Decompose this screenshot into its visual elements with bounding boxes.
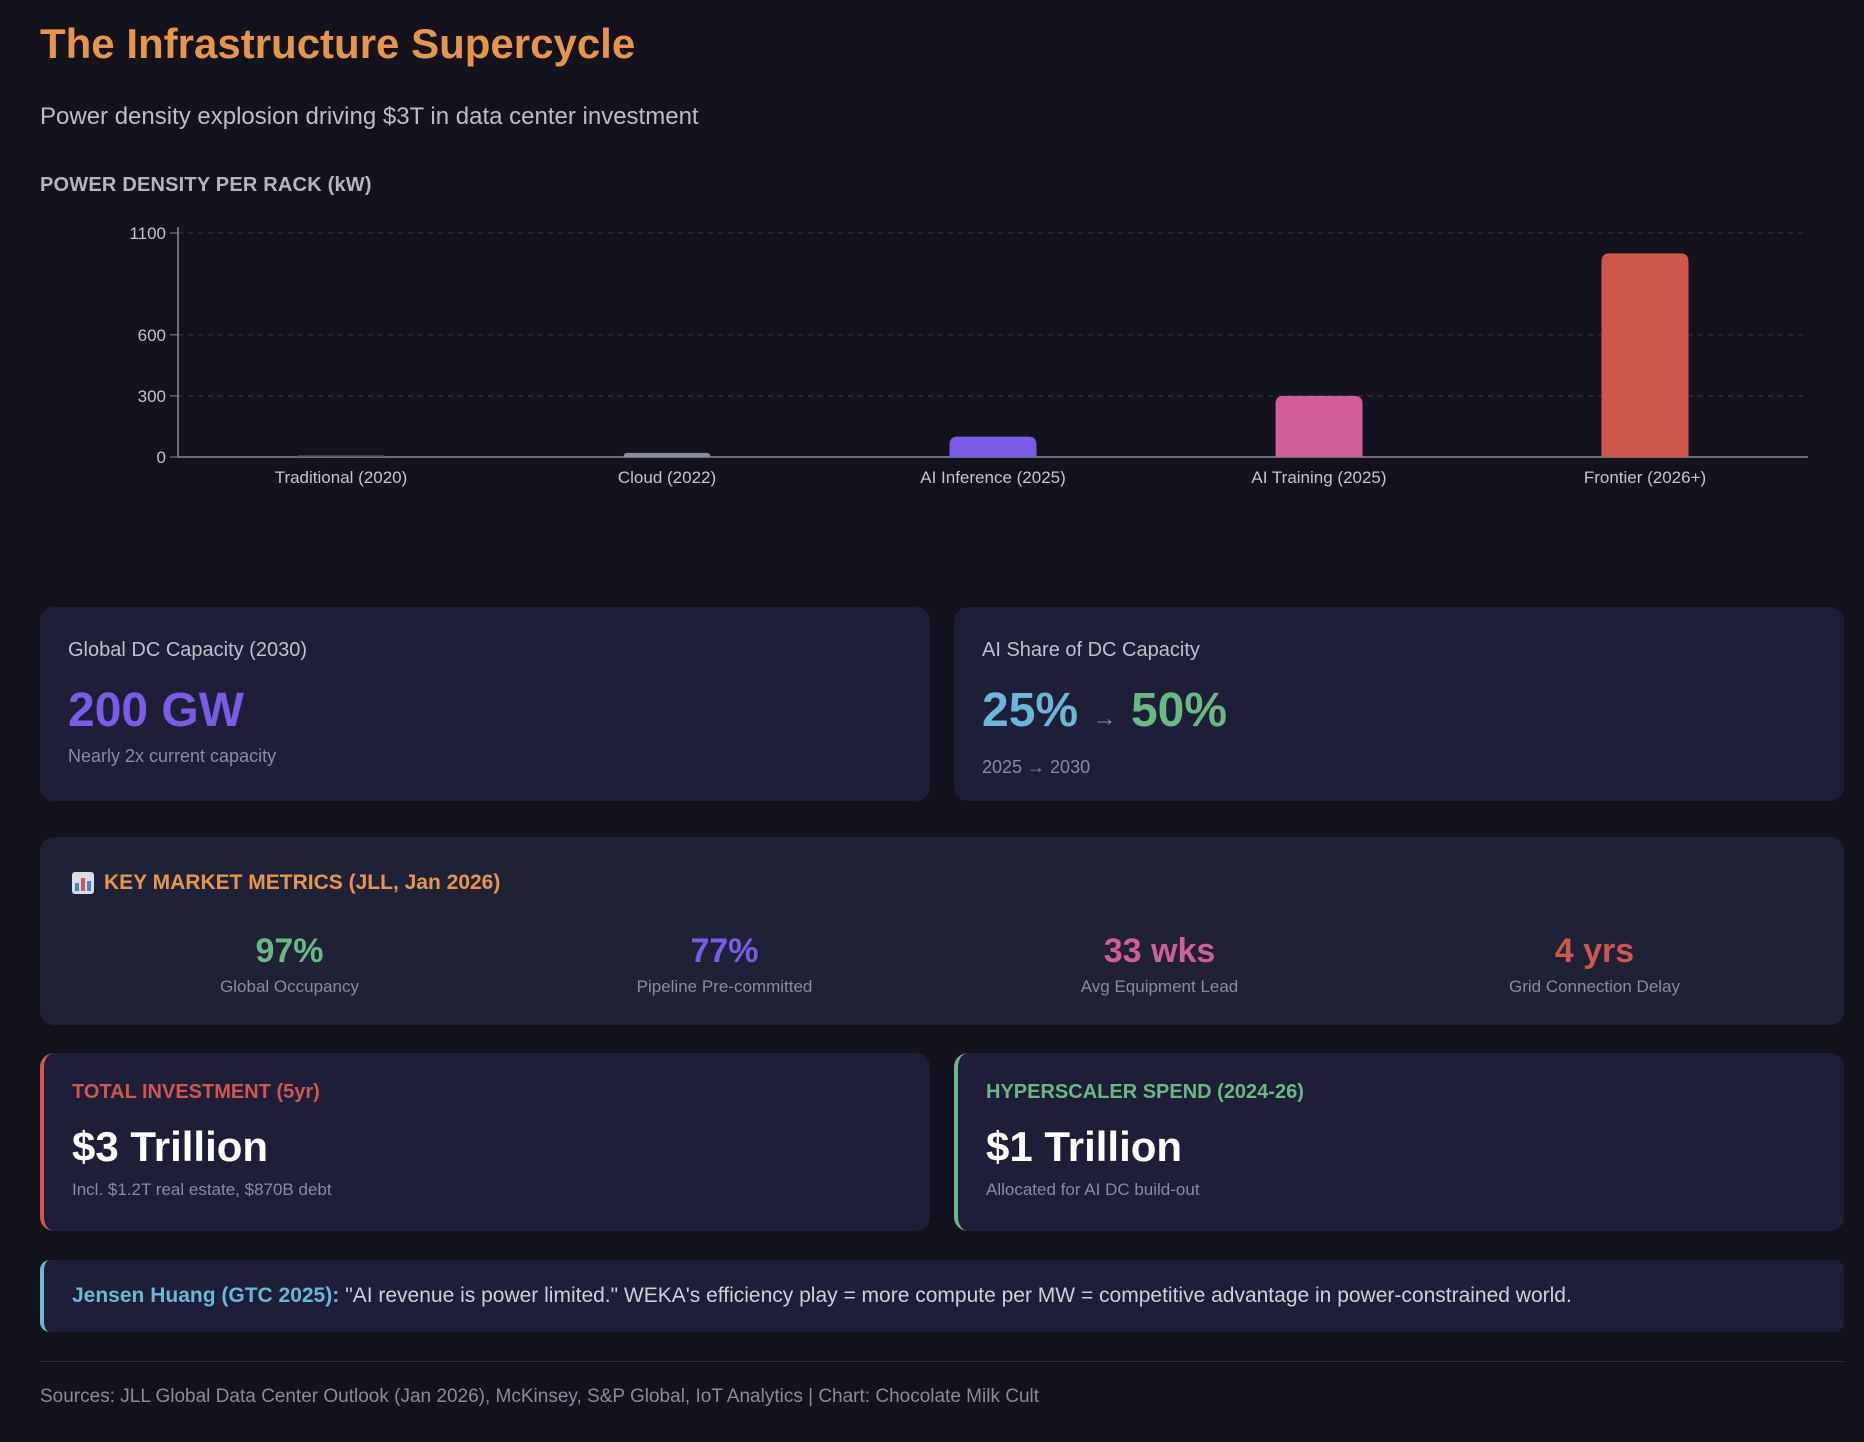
x-tick-label: Cloud (2022): [618, 468, 716, 487]
footer-divider: [40, 1361, 1844, 1362]
hyperscaler-note: Allocated for AI DC build-out: [986, 1180, 1200, 1199]
bar: [623, 452, 711, 457]
metric-equipment-lead: 33 wks Avg Equipment Lead: [942, 933, 1377, 997]
metric-value: 97%: [255, 932, 324, 970]
metric-label: Pipeline Pre-committed: [636, 977, 813, 996]
key-metrics-panel: KEY MARKET METRICS (JLL, Jan 2026) 97% G…: [40, 837, 1844, 1025]
total-investment-value: $3 Trillion: [72, 1123, 269, 1170]
arrow-right-icon: →: [1092, 705, 1117, 732]
power-density-chart: 0 300 600 1100 Traditional (2020) Cloud (2022…: [129, 224, 1808, 487]
metrics-title-row: KEY MARKET METRICS (JLL, Jan 2026): [72, 871, 1812, 895]
x-tick-label: Traditional (2020): [275, 468, 408, 487]
y-tick-label: 300: [138, 387, 166, 406]
y-tick-label: 1100: [129, 224, 166, 243]
hyperscaler-label: HYPERSCALER SPEND (2024-26): [986, 1081, 1304, 1103]
capacity-card: Global DC Capacity (2030) 200 GW Nearly …: [40, 607, 930, 801]
bar: [949, 436, 1037, 457]
bar: [297, 455, 385, 457]
x-tick-label: AI Training (2025): [1251, 468, 1386, 487]
ai-share-from: 25%: [982, 684, 1079, 737]
total-investment-card: TOTAL INVESTMENT (5yr) $3 Trillion Incl.…: [40, 1053, 930, 1231]
metric-pipeline: 77% Pipeline Pre-committed: [507, 933, 942, 997]
quote-box: Jensen Huang (GTC 2025): "AI revenue is …: [40, 1260, 1844, 1332]
bar-chart-icon: [72, 872, 94, 894]
capacity-value: 200 GW: [68, 684, 245, 737]
y-tick-label: 600: [138, 326, 166, 345]
capacity-label: Global DC Capacity (2030): [68, 639, 307, 661]
metric-value: 4 yrs: [1554, 932, 1635, 970]
metric-grid-delay: 4 yrs Grid Connection Delay: [1377, 933, 1812, 997]
metric-value: 77%: [690, 932, 759, 970]
metric-label: Grid Connection Delay: [1508, 977, 1681, 996]
ai-share-values: 25% → 50%: [982, 684, 1816, 749]
page-subtitle: Power density explosion driving $3T in d…: [40, 103, 699, 130]
bar: [1275, 395, 1363, 457]
x-tick-label: AI Inference (2025): [920, 468, 1066, 487]
metrics-row: 97% Global Occupancy 77% Pipeline Pre-co…: [72, 933, 1812, 997]
page-title: The Infrastructure Supercycle: [40, 20, 636, 67]
total-investment-label: TOTAL INVESTMENT (5yr): [72, 1081, 320, 1103]
y-tick-label: 0: [157, 448, 166, 467]
ai-share-to: 50%: [1130, 684, 1228, 737]
chart-heading: POWER DENSITY PER RACK (kW): [40, 174, 372, 196]
capacity-note: Nearly 2x current capacity: [68, 746, 277, 766]
bar: [1601, 253, 1689, 457]
ai-share-label: AI Share of DC Capacity: [982, 639, 1200, 661]
sources-footer: Sources: JLL Global Data Center Outlook …: [40, 1386, 1040, 1407]
metrics-title: KEY MARKET METRICS (JLL, Jan 2026): [104, 871, 501, 894]
ai-share-card: AI Share of DC Capacity 25% → 50% 2025 →…: [954, 607, 1844, 801]
total-investment-note: Incl. $1.2T real estate, $870B debt: [72, 1180, 332, 1199]
ai-share-note: 2025 → 2030: [982, 757, 1091, 777]
metric-value: 33 wks: [1103, 932, 1216, 970]
hyperscaler-spend-card: HYPERSCALER SPEND (2024-26) $1 Trillion …: [954, 1053, 1844, 1231]
quote-speaker: Jensen Huang (GTC 2025):: [72, 1284, 340, 1307]
chart-container: 0 300 600 1100 Traditional (2020) Cloud (2022…: [40, 205, 1824, 515]
quote-text: "AI revenue is power limited." WEKA's ef…: [345, 1284, 1572, 1307]
metric-label: Global Occupancy: [220, 977, 359, 996]
x-tick-label: Frontier (2026+): [1584, 468, 1706, 487]
metric-occupancy: 97% Global Occupancy: [72, 933, 507, 997]
hyperscaler-value: $1 Trillion: [986, 1123, 1183, 1170]
metric-label: Avg Equipment Lead: [1080, 977, 1239, 996]
